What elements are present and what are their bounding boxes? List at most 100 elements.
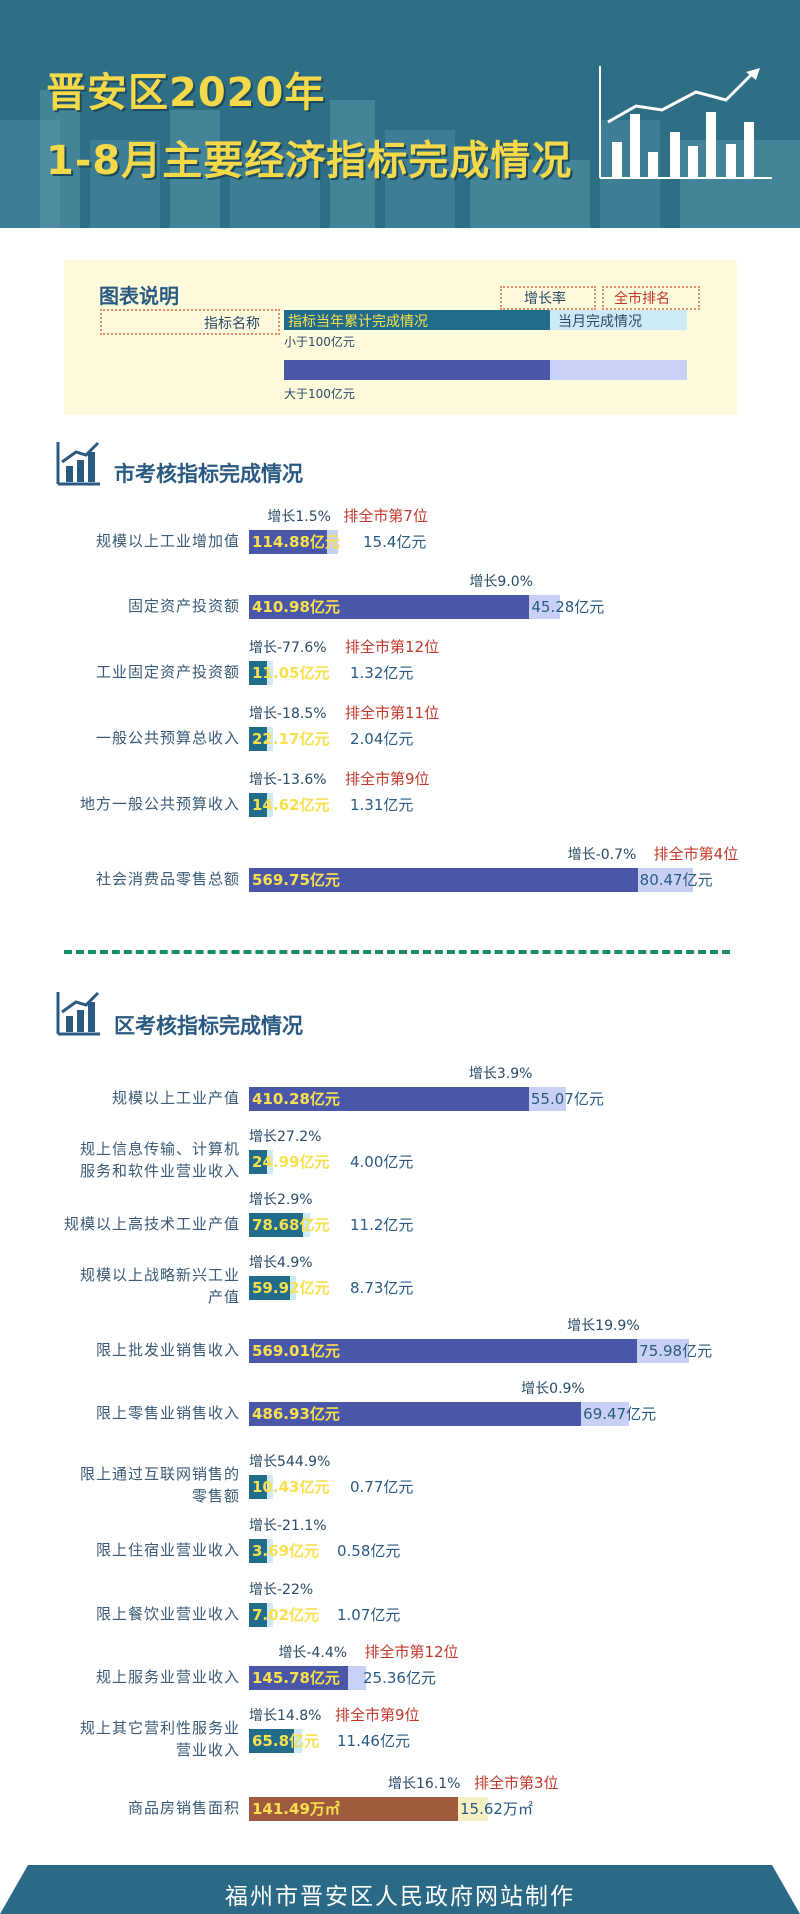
monthly-value: 11.2亿元 bbox=[350, 1216, 414, 1234]
city-rank: 排全市第11位 bbox=[345, 704, 440, 722]
indicator-label-line: 限上餐饮业营业收入 bbox=[95, 1605, 240, 1623]
monthly-bar bbox=[581, 1402, 629, 1426]
indicator-label-line: 限上批发业销售收入 bbox=[95, 1341, 240, 1359]
indicator-label: 规模以上战略新兴工业产值 bbox=[80, 1264, 240, 1308]
cumulative-bar bbox=[249, 1539, 267, 1563]
cumulative-bar bbox=[249, 1603, 267, 1627]
indicator-label-line: 规模以上工业产值 bbox=[111, 1089, 240, 1107]
monthly-value: 45.28亿元 bbox=[531, 598, 605, 616]
legend-name-label: 指标名称 bbox=[204, 316, 260, 332]
chart-trend-icon bbox=[599, 66, 772, 179]
monthly-value: 75.98亿元 bbox=[639, 1342, 713, 1360]
cumulative-bar bbox=[249, 1475, 267, 1499]
legend-small-note: 小于100亿元 bbox=[284, 335, 355, 349]
cumulative-bar bbox=[249, 1087, 529, 1111]
growth-rate: 增长-77.6% bbox=[249, 640, 327, 656]
growth-rate: 增长-4.4% bbox=[278, 1645, 348, 1661]
monthly-bar bbox=[293, 1729, 302, 1753]
legend-panel: 图表说明 指标名称 增长率 全市排名 指标当年累计完成情况 当月完成情况 小于1… bbox=[64, 260, 737, 415]
indicator-label-line: 规模以上战略新兴工业 bbox=[79, 1266, 240, 1284]
legend-monthly-label: 当月完成情况 bbox=[558, 314, 642, 330]
growth-rate: 增长9.0% bbox=[469, 574, 533, 590]
cumulative-value: 11.05亿元 bbox=[252, 664, 330, 682]
monthly-bar bbox=[302, 1213, 311, 1237]
legend-cumulative-label: 指标当年累计完成情况 bbox=[288, 314, 428, 330]
cumulative-bar bbox=[249, 727, 267, 751]
city-section-title: 市考核指标完成情况 bbox=[114, 461, 303, 486]
growth-rate: 增长3.9% bbox=[468, 1066, 533, 1082]
footer-text: 福州市晋安区人民政府网站制作 bbox=[225, 1884, 575, 1910]
indicator-label: 社会消费品零售总额 bbox=[96, 868, 240, 890]
growth-rate: 增长4.9% bbox=[249, 1255, 313, 1271]
city-rank: 排全市第7位 bbox=[343, 507, 428, 525]
cumulative-bar bbox=[249, 1213, 303, 1237]
monthly-value: 15.62万㎡ bbox=[460, 1800, 533, 1818]
indicator-label-line: 服务和软件业营业收入 bbox=[79, 1162, 240, 1180]
cumulative-value: 569.01亿元 bbox=[252, 1342, 340, 1360]
monthly-value: 11.46亿元 bbox=[337, 1732, 410, 1750]
indicator-label-line: 零售额 bbox=[191, 1487, 240, 1505]
growth-rate: 增长14.8% bbox=[249, 1708, 322, 1724]
cumulative-bar bbox=[249, 1666, 349, 1690]
cumulative-value: 24.99亿元 bbox=[252, 1153, 330, 1171]
indicator-label-line: 地方一般公共预算收入 bbox=[79, 795, 240, 813]
legend-large-note: 大于100亿元 bbox=[284, 387, 355, 401]
indicator-label-line: 限上住宿业营业收入 bbox=[95, 1541, 240, 1559]
growth-rate: 增长544.9% bbox=[249, 1454, 331, 1470]
legend-small-monthly-bar bbox=[550, 310, 687, 330]
legend-large-monthly-bar bbox=[550, 360, 687, 380]
city-rank: 排全市第12位 bbox=[364, 1643, 459, 1661]
cumulative-value: 78.68亿元 bbox=[252, 1216, 330, 1234]
cumulative-value: 22.17亿元 bbox=[252, 730, 330, 748]
monthly-bar bbox=[348, 1666, 366, 1690]
monthly-value: 1.31亿元 bbox=[350, 796, 414, 814]
cumulative-value: 145.78亿元 bbox=[252, 1669, 340, 1687]
cumulative-value: 10.43亿元 bbox=[252, 1478, 330, 1496]
monthly-value: 55.07亿元 bbox=[530, 1090, 604, 1108]
cumulative-value: 486.93亿元 bbox=[252, 1405, 340, 1423]
monthly-bar bbox=[267, 1603, 273, 1627]
district-section-title: 区考核指标完成情况 bbox=[114, 1013, 303, 1038]
monthly-value: 0.77亿元 bbox=[350, 1478, 414, 1496]
growth-rate: 增长2.9% bbox=[249, 1192, 313, 1208]
monthly-value: 25.36亿元 bbox=[363, 1669, 436, 1687]
bar-chart-icon bbox=[56, 991, 100, 1036]
cumulative-bar bbox=[249, 793, 267, 817]
page-title-line2: 1-8月主要经济指标完成情况 bbox=[46, 138, 573, 184]
legend-rank-label: 全市排名 bbox=[614, 291, 670, 307]
cumulative-value: 114.88亿元 bbox=[252, 533, 340, 551]
growth-rate: 增长-21.1% bbox=[249, 1518, 327, 1534]
cumulative-bar bbox=[249, 868, 638, 892]
cumulative-value: 141.49万㎡ bbox=[252, 1800, 340, 1818]
indicator-label-line: 规模以上高技术工业产值 bbox=[63, 1215, 240, 1233]
cumulative-bar bbox=[249, 1150, 267, 1174]
monthly-bar bbox=[267, 727, 273, 751]
indicator-label: 限上住宿业营业收入 bbox=[96, 1539, 240, 1561]
indicator-label: 限上零售业销售收入 bbox=[96, 1402, 240, 1424]
legend-name-box bbox=[100, 309, 280, 335]
cumulative-bar bbox=[249, 1797, 458, 1821]
indicator-label: 限上通过互联网销售的 零售额 bbox=[80, 1463, 240, 1507]
bar-chart-icon bbox=[56, 441, 100, 486]
growth-rate: 增长-0.7% bbox=[567, 847, 637, 863]
indicator-label: 规模以上工业产值 bbox=[112, 1087, 240, 1109]
indicator-label: 商品房销售面积 bbox=[128, 1797, 240, 1819]
indicator-label-line: 规上其它营利性服务业 bbox=[79, 1719, 240, 1737]
indicator-label: 固定资产投资额 bbox=[128, 595, 240, 617]
city-rank: 排全市第4位 bbox=[653, 845, 739, 863]
cumulative-bar bbox=[249, 1339, 638, 1363]
indicator-label-line: 商品房销售面积 bbox=[127, 1799, 240, 1817]
monthly-value: 69.47亿元 bbox=[583, 1405, 657, 1423]
indicator-label: 一般公共预算总收入 bbox=[96, 727, 240, 749]
header-banner: 晋安区2020年 1-8月主要经济指标完成情况 bbox=[0, 0, 800, 228]
cumulative-value: 65.8亿元 bbox=[252, 1732, 320, 1750]
growth-rate: 增长16.1% bbox=[388, 1776, 461, 1792]
indicator-label-line: 产值 bbox=[207, 1288, 240, 1306]
indicator-label: 规模以上工业增加值 bbox=[96, 530, 240, 552]
indicator-label: 地方一般公共预算收入 bbox=[80, 793, 240, 815]
cumulative-bar bbox=[249, 661, 267, 685]
cumulative-bar bbox=[249, 1729, 294, 1753]
monthly-bar bbox=[289, 1276, 296, 1300]
indicator-label: 规上服务业营业收入 bbox=[96, 1666, 240, 1688]
section-divider bbox=[64, 950, 730, 954]
